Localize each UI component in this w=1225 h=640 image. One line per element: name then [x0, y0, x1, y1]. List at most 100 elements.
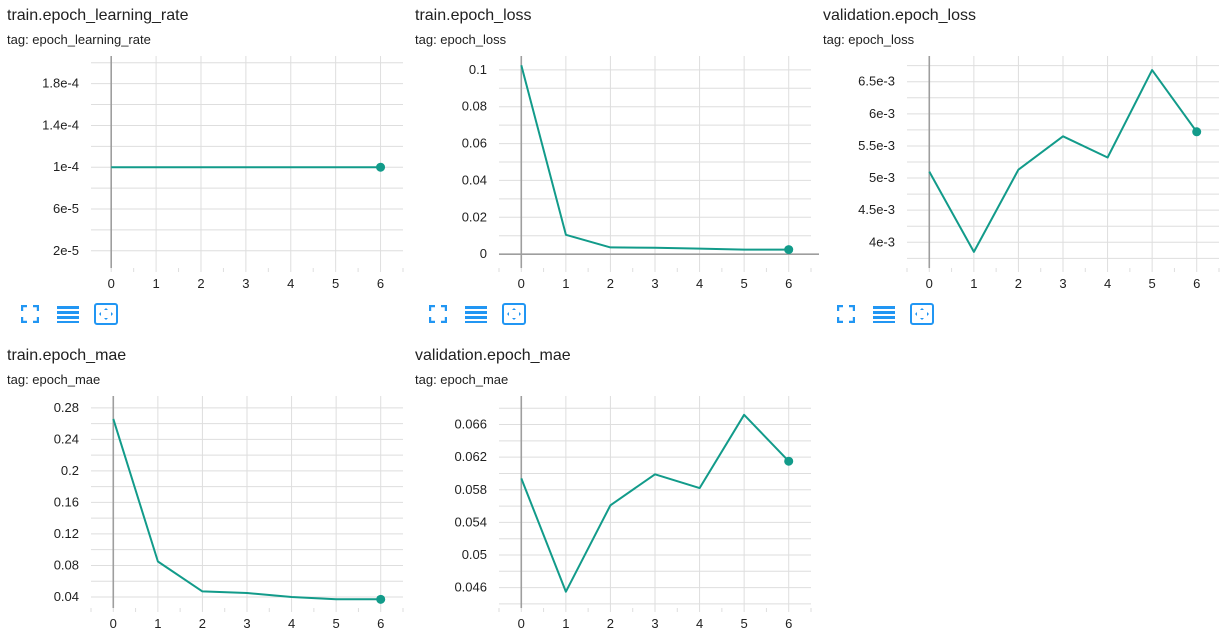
fit-domain-button[interactable]: [909, 302, 935, 326]
line-chart[interactable]: 0.046 0.05 0.054 0.058 0.062 0.066 0 1 2 3 4 5 6: [415, 394, 825, 634]
y-tick-label: 2e-5: [53, 243, 79, 258]
fit-domain-button[interactable]: [93, 302, 119, 326]
x-tick-label: 0: [108, 276, 115, 291]
y-tick-label: 4.5e-3: [858, 202, 895, 217]
fit-domain-button[interactable]: [501, 302, 527, 326]
toggle-log-scale-icon: [873, 306, 895, 323]
fit-domain-icon: [502, 303, 526, 325]
series-line: [520, 413, 790, 593]
x-tick-label: 0: [110, 616, 117, 631]
card-title: train.epoch_loss: [415, 7, 532, 24]
y-tick-label: 0.2: [61, 463, 79, 478]
x-tick-label: 0: [926, 276, 933, 291]
line-chart[interactable]: 2e-5 6e-5 1e-4 1.4e-4 1.8e-4 0 1 2 3 4 5 6: [7, 54, 417, 294]
card-title: validation.epoch_loss: [823, 7, 976, 24]
x-tick-label: 3: [243, 616, 250, 631]
last-point-marker: [784, 456, 794, 466]
y-tick-label: 0.16: [54, 494, 79, 509]
y-tick-label: 0.28: [54, 400, 79, 415]
y-tick-label: 6e-5: [53, 201, 79, 216]
y-tick-label: 0: [480, 246, 487, 261]
fullscreen-button[interactable]: [425, 302, 451, 326]
x-tick-label: 3: [651, 276, 658, 291]
y-tick-label: 0.058: [454, 482, 487, 497]
x-tick-label: 4: [287, 276, 294, 291]
y-tick-label: 0.046: [454, 580, 487, 595]
fullscreen-icon: [21, 305, 39, 323]
y-tick-label: 0.08: [54, 557, 79, 572]
card-tag: tag: epoch_loss: [823, 32, 915, 47]
fullscreen-button[interactable]: [833, 302, 859, 326]
x-tick-label: 3: [1059, 276, 1066, 291]
chart-toolbar: [17, 302, 119, 326]
y-tick-label: 1.8e-4: [42, 76, 79, 91]
y-tick-label: 0.24: [54, 431, 79, 446]
series-line: [112, 418, 381, 601]
last-point-marker: [1192, 127, 1202, 137]
card-title: train.epoch_learning_rate: [7, 7, 189, 24]
y-tick-label: 0.1: [469, 62, 487, 77]
y-tick-label: 6.5e-3: [858, 74, 895, 89]
x-tick-label: 1: [562, 616, 569, 631]
x-tick-label: 6: [1193, 276, 1200, 291]
x-tick-label: 6: [785, 276, 792, 291]
y-tick-label: 0.08: [462, 99, 487, 114]
x-tick-label: 1: [154, 616, 161, 631]
x-tick-label: 2: [607, 276, 614, 291]
y-tick-label: 6e-3: [869, 106, 895, 121]
fit-domain-icon: [910, 303, 934, 325]
x-tick-label: 2: [1015, 276, 1022, 291]
x-tick-label: 1: [152, 276, 159, 291]
x-tick-label: 6: [377, 616, 384, 631]
y-tick-label: 5e-3: [869, 170, 895, 185]
line-chart[interactable]: 4e-3 4.5e-3 5e-3 5.5e-3 6e-3 6.5e-3 0 1 2 3 4 5 6: [823, 54, 1225, 294]
x-tick-label: 0: [518, 616, 525, 631]
x-tick-label: 1: [562, 276, 569, 291]
y-tick-label: 0.02: [462, 209, 487, 224]
y-tick-label: 1.4e-4: [42, 117, 79, 132]
x-tick-label: 3: [651, 616, 658, 631]
y-tick-label: 0.066: [454, 417, 487, 432]
toggle-log-scale-button[interactable]: [55, 302, 81, 326]
toggle-log-scale-icon: [465, 306, 487, 323]
toggle-log-scale-button[interactable]: [871, 302, 897, 326]
card-title: train.epoch_mae: [7, 347, 127, 364]
y-tick-label: 5.5e-3: [858, 138, 895, 153]
fit-domain-icon: [94, 303, 118, 325]
x-tick-label: 5: [741, 616, 748, 631]
chart-toolbar: [833, 302, 935, 326]
toggle-log-scale-button[interactable]: [463, 302, 489, 326]
chart-toolbar: [425, 302, 527, 326]
x-tick-label: 4: [1104, 276, 1111, 291]
x-tick-label: 2: [197, 276, 204, 291]
y-tick-label: 0.12: [54, 526, 79, 541]
fullscreen-icon: [837, 305, 855, 323]
fullscreen-button[interactable]: [17, 302, 43, 326]
line-chart[interactable]: 0.04 0.08 0.12 0.16 0.2 0.24 0.28 0 1 2 3 4 5 6: [7, 394, 417, 634]
x-tick-label: 6: [785, 616, 792, 631]
y-tick-label: 0.06: [462, 136, 487, 151]
x-tick-label: 1: [970, 276, 977, 291]
x-tick-label: 2: [199, 616, 206, 631]
x-tick-label: 6: [377, 276, 384, 291]
y-tick-label: 4e-3: [869, 234, 895, 249]
toggle-log-scale-icon: [57, 306, 79, 323]
card-tag: tag: epoch_learning_rate: [7, 32, 151, 47]
y-tick-label: 0.054: [454, 514, 487, 529]
y-tick-label: 0.05: [462, 547, 487, 562]
last-point-marker: [376, 594, 386, 604]
card-tag: tag: epoch_mae: [7, 372, 101, 387]
x-tick-label: 0: [518, 276, 525, 291]
x-tick-label: 5: [333, 616, 340, 631]
card-title: validation.epoch_mae: [415, 347, 571, 364]
x-tick-label: 3: [242, 276, 249, 291]
x-tick-label: 5: [741, 276, 748, 291]
x-tick-label: 4: [288, 616, 295, 631]
y-tick-label: 0.04: [54, 589, 79, 604]
y-tick-label: 0.062: [454, 449, 487, 464]
line-chart[interactable]: 0 0.02 0.04 0.06 0.08 0.1 0 1 2 3 4 5 6: [415, 54, 825, 294]
x-tick-label: 2: [607, 616, 614, 631]
series-line: [928, 69, 1198, 253]
last-point-marker: [376, 162, 386, 172]
x-tick-label: 4: [696, 276, 703, 291]
